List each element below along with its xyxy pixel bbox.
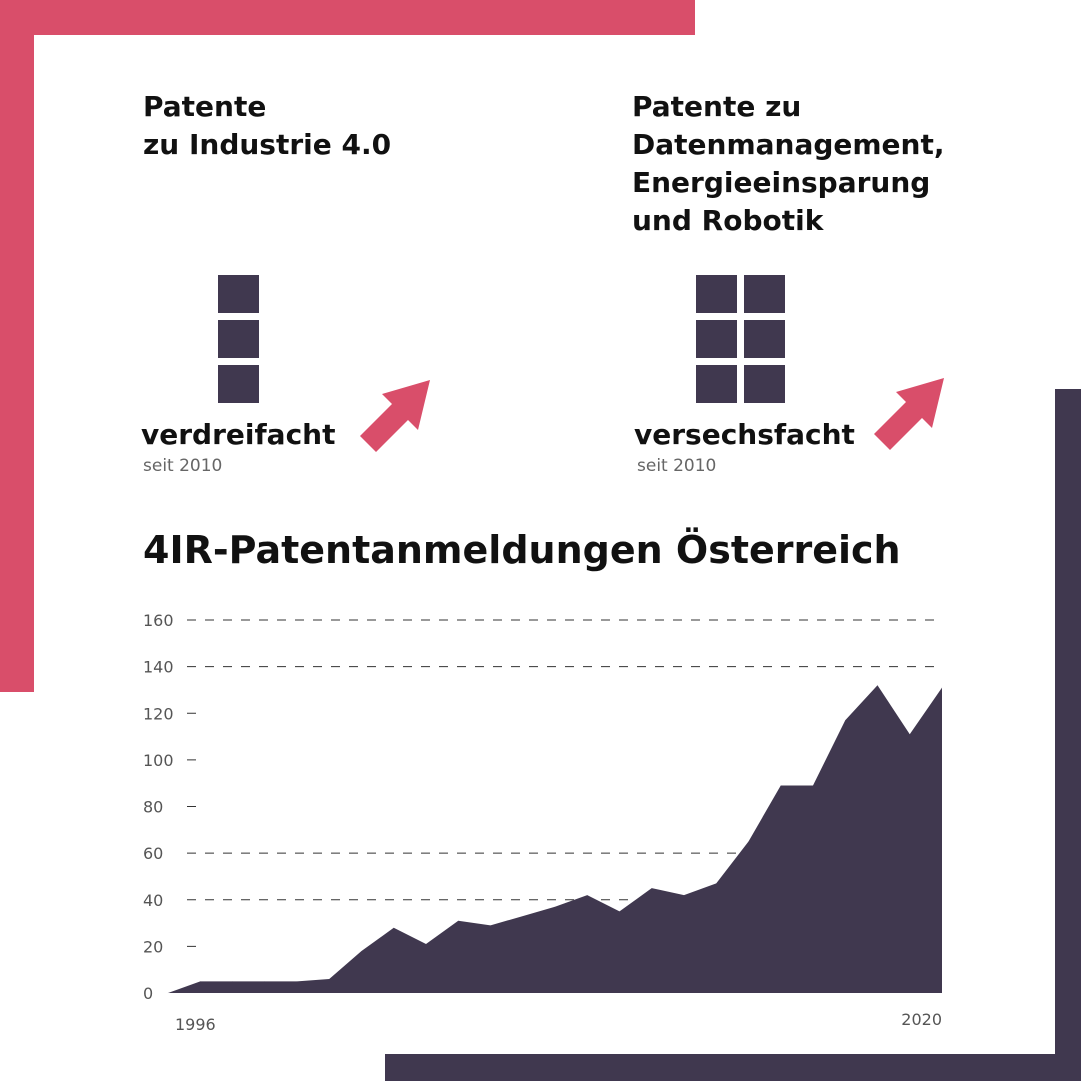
y-tick-label: 100	[143, 751, 174, 770]
y-tick-label: 40	[143, 891, 163, 910]
x-tick-label: 2020	[901, 1010, 942, 1029]
y-tick-label: 140	[143, 658, 174, 677]
y-tick-label: 160	[143, 611, 174, 630]
x-tick-label: 1996	[175, 1015, 216, 1034]
y-tick-label: 20	[143, 937, 163, 956]
y-tick-label: 80	[143, 798, 163, 817]
y-tick-label: 120	[143, 704, 174, 723]
area-series	[168, 685, 942, 993]
y-tick-label: 60	[143, 844, 163, 863]
y-tick-label: 0	[143, 984, 153, 1003]
